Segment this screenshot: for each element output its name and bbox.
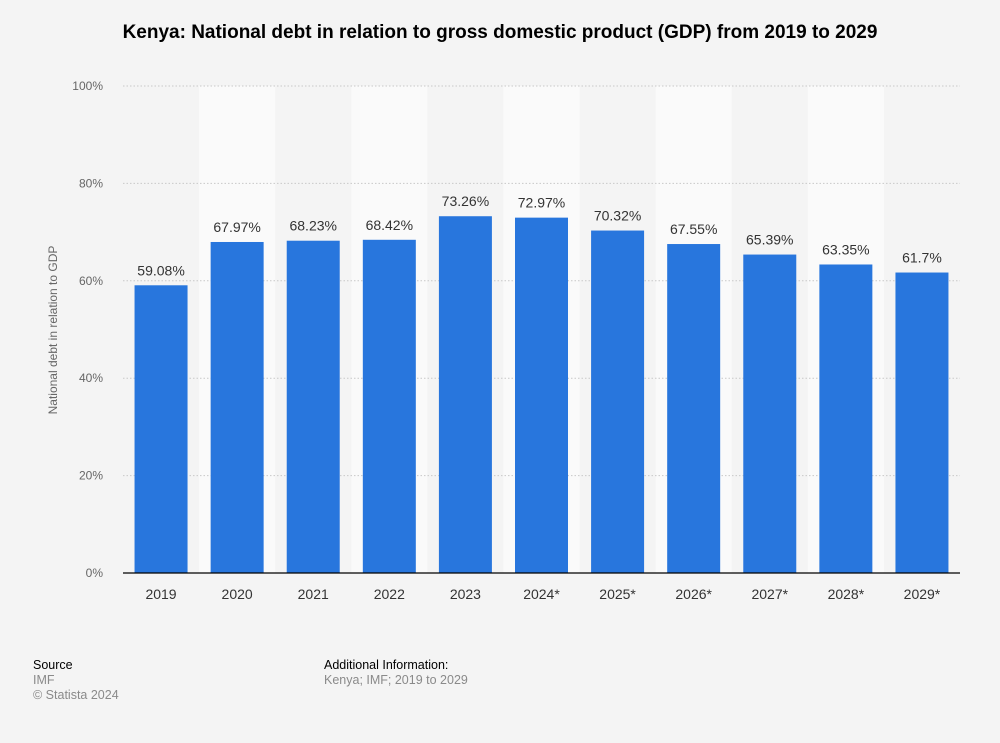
bar-2025 — [591, 230, 645, 573]
data-label: 59.08% — [137, 262, 184, 278]
data-label: 73.26% — [442, 193, 489, 209]
data-label: 67.55% — [670, 221, 717, 237]
data-label: 61.7% — [902, 250, 942, 266]
x-tick-label: 2019 — [145, 586, 176, 602]
bar-2027 — [743, 254, 797, 573]
source-block: Source IMF © Statista 2024 — [33, 658, 119, 702]
additional-info-block: Additional Information: Kenya; IMF; 2019… — [324, 658, 468, 689]
x-tick-label: 2025* — [599, 586, 636, 602]
x-tick-label: 2020 — [222, 586, 253, 602]
y-axis-label: National debt in relation to GDP — [46, 246, 60, 415]
x-tick-label: 2023 — [450, 586, 481, 602]
x-tick-label: 2026* — [675, 586, 712, 602]
data-label: 65.39% — [746, 232, 793, 248]
bar-2029 — [895, 272, 949, 573]
x-tick-label: 2029* — [904, 586, 941, 602]
y-tick-label: 100% — [72, 79, 103, 93]
y-tick-label: 20% — [79, 469, 103, 483]
y-tick-label: 0% — [86, 566, 104, 580]
bar-2019 — [134, 285, 188, 573]
source-value: IMF — [33, 673, 55, 687]
x-tick-label: 2028* — [828, 586, 865, 602]
copyright: © Statista 2024 — [33, 688, 119, 702]
data-label: 63.35% — [822, 241, 869, 257]
x-tick-label: 2022 — [374, 586, 405, 602]
data-label: 70.32% — [594, 208, 641, 224]
y-tick-label: 60% — [79, 274, 103, 288]
data-label: 67.97% — [213, 219, 260, 235]
x-tick-label: 2027* — [751, 586, 788, 602]
chart-title: Kenya: National debt in relation to gros… — [122, 22, 878, 43]
y-tick-label: 80% — [79, 176, 103, 190]
bar-2022 — [362, 239, 416, 573]
source-heading: Source — [33, 658, 73, 672]
bar-2020 — [210, 241, 264, 574]
data-label: 68.23% — [289, 218, 336, 234]
bar-2024 — [515, 217, 568, 573]
bar-2023 — [438, 216, 492, 573]
additional-info-heading: Additional Information: — [324, 658, 449, 672]
bar-2028 — [819, 264, 873, 573]
additional-info-value: Kenya; IMF; 2019 to 2029 — [324, 673, 468, 687]
bar-2026 — [667, 244, 721, 573]
y-tick-label: 40% — [79, 371, 103, 385]
bar-2021 — [286, 240, 340, 573]
x-tick-label: 2024* — [523, 586, 560, 602]
data-label: 72.97% — [518, 195, 565, 211]
data-label: 68.42% — [366, 217, 413, 233]
x-tick-label: 2021 — [298, 586, 329, 602]
